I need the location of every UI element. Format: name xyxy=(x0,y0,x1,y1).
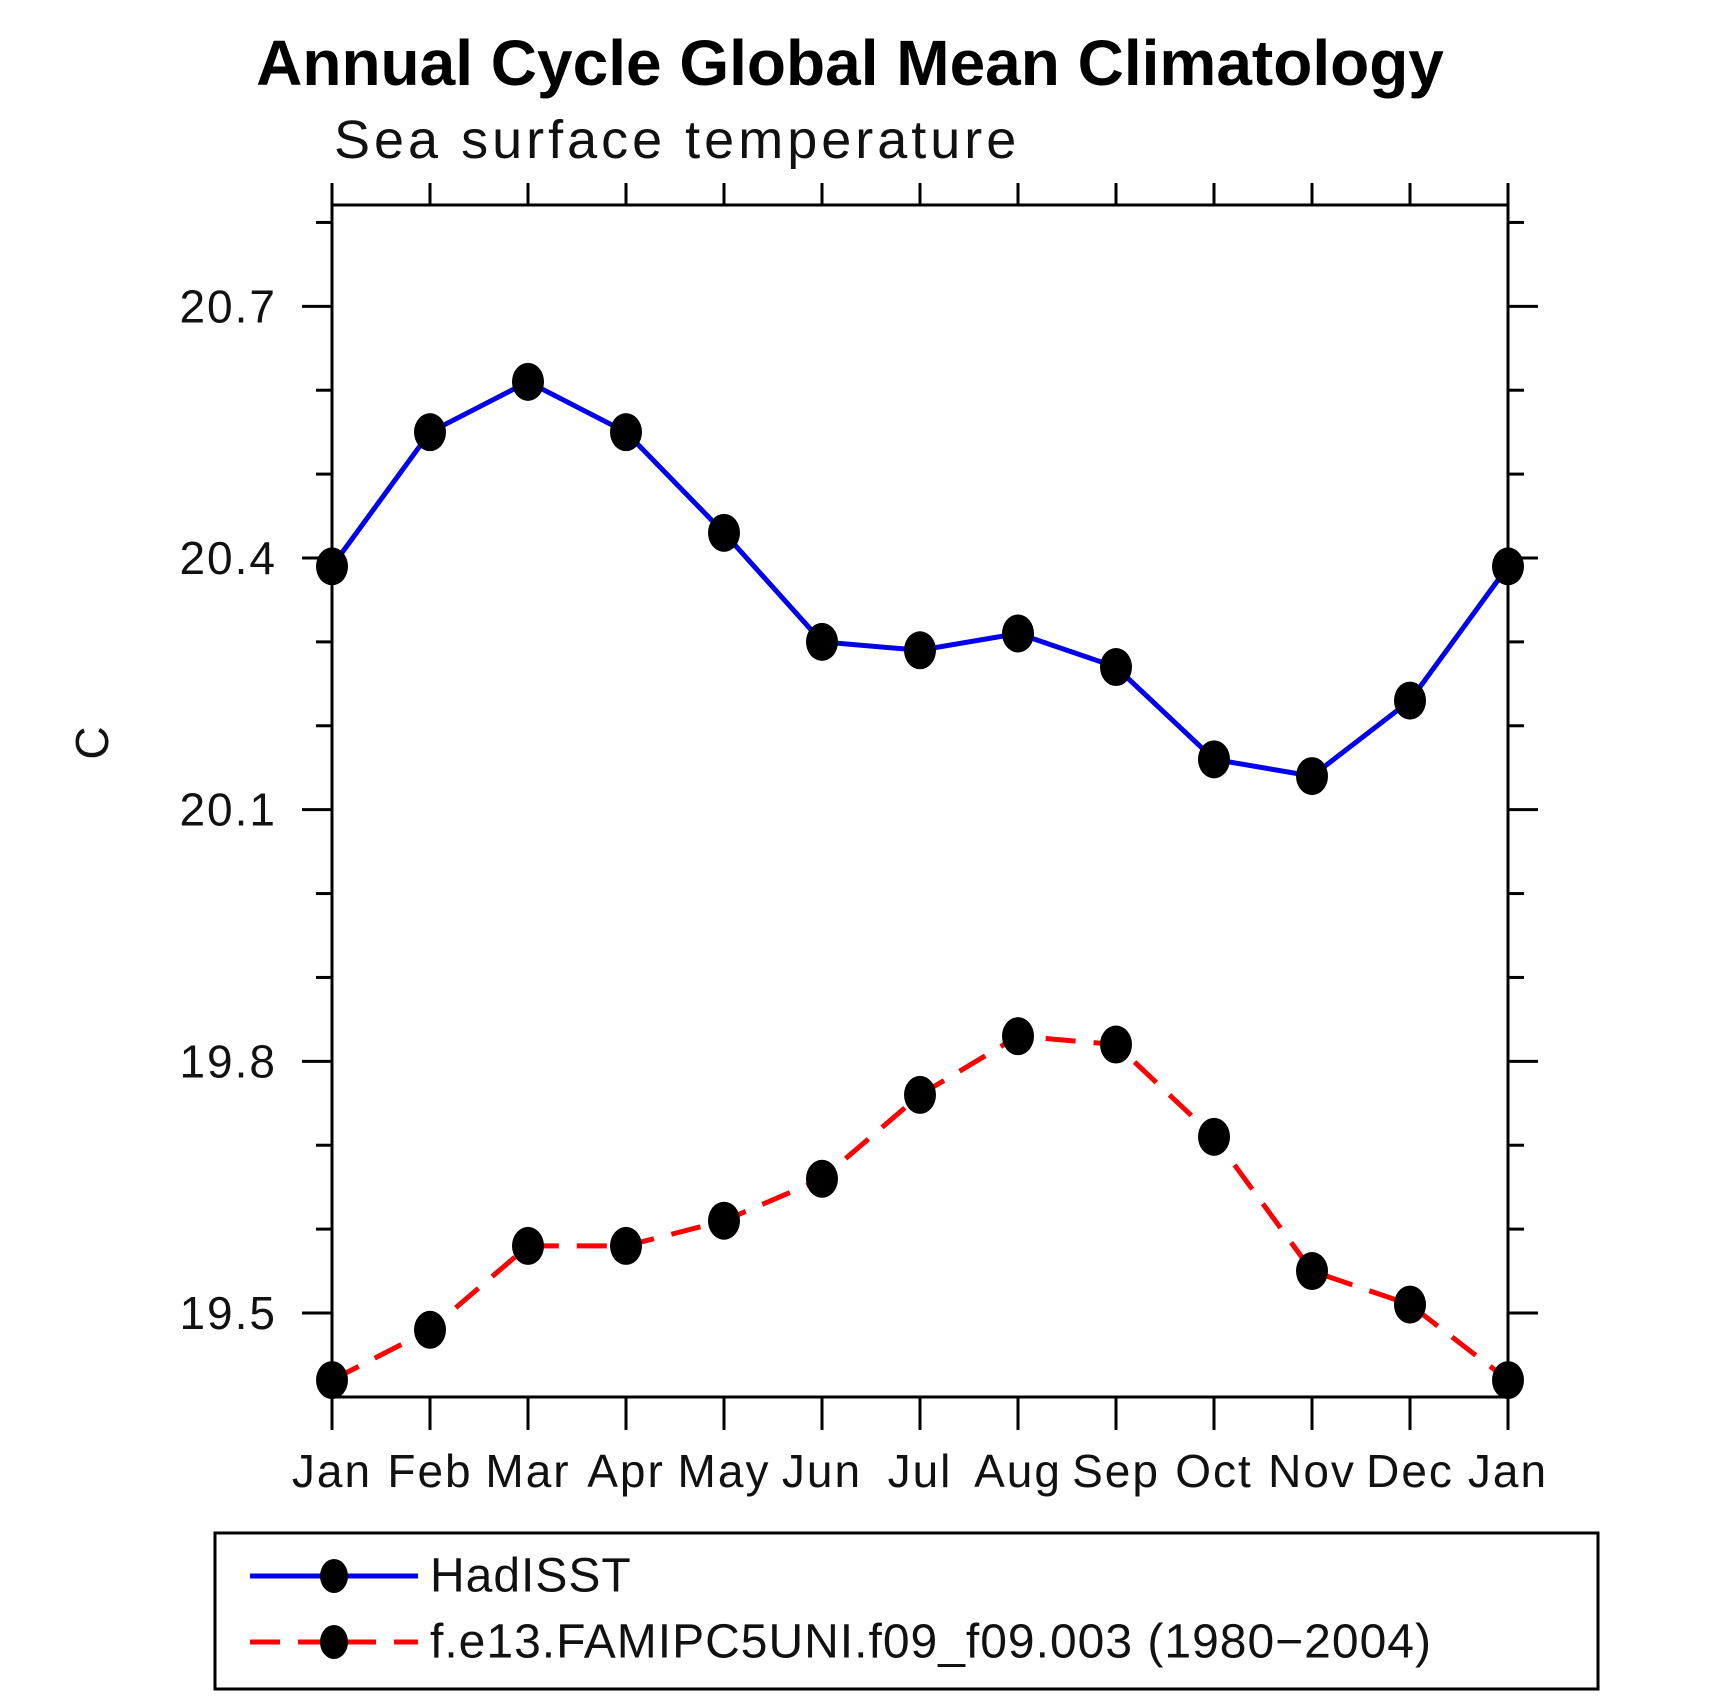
data-point-marker xyxy=(806,1159,838,1198)
y-ticks xyxy=(302,220,1538,1315)
x-tick-label: Oct xyxy=(1175,1445,1253,1497)
x-tick-label: Dec xyxy=(1366,1445,1454,1497)
legend-marker-dot xyxy=(320,1625,348,1659)
x-tick-label: Sep xyxy=(1072,1445,1160,1497)
data-point-marker xyxy=(316,1361,348,1400)
data-point-marker xyxy=(414,1310,446,1349)
legend-model-label: f.e13.FAMIPC5UNI.f09_f09.003 (1980−2004) xyxy=(430,1616,1432,1669)
x-tick-label: Jun xyxy=(782,1445,862,1497)
data-point-marker xyxy=(1198,740,1230,779)
data-point-marker xyxy=(1394,681,1426,720)
data-point-marker xyxy=(1002,614,1034,653)
data-point-marker xyxy=(806,622,838,661)
x-tick-label: Jul xyxy=(888,1445,953,1497)
x-tick-label: Jan xyxy=(292,1445,372,1497)
legend-hadisst-label: HadISST xyxy=(430,1550,632,1603)
legend-marker-dot xyxy=(320,1559,348,1593)
y-tick-label: 19.5 xyxy=(179,1287,277,1339)
data-point-marker xyxy=(610,413,642,452)
x-tick-label: Nov xyxy=(1268,1445,1356,1497)
legend-box xyxy=(213,1531,1600,1691)
chart-subtitle: Sea surface temperature xyxy=(334,110,1020,170)
data-point-marker xyxy=(904,1075,936,1114)
y-tick-label: 20.7 xyxy=(179,280,277,332)
plot-frame xyxy=(330,203,1510,1399)
x-ticks xyxy=(330,183,1510,1430)
x-tick-label: Apr xyxy=(587,1445,665,1497)
legend: HadISST f.e13.FAMIPC5UNI.f09_f09.003 (198… xyxy=(213,1531,1600,1691)
data-point-marker xyxy=(708,1201,740,1240)
data-point-marker xyxy=(1492,547,1524,586)
chart-title: Annual Cycle Global Mean Climatology xyxy=(256,27,1444,99)
hadisst-series-line xyxy=(329,379,1511,779)
data-point-marker xyxy=(512,1226,544,1265)
y-tick-label: 20.4 xyxy=(179,532,277,584)
data-point-marker xyxy=(1100,648,1132,687)
data-point-marker xyxy=(1296,1252,1328,1291)
data-point-marker xyxy=(512,362,544,401)
x-tick-label: Jan xyxy=(1468,1445,1548,1497)
data-point-marker xyxy=(1002,1017,1034,1056)
x-tick-label: Mar xyxy=(485,1445,570,1497)
x-tick-label: Aug xyxy=(974,1445,1062,1497)
data-point-marker xyxy=(708,513,740,552)
data-point-marker xyxy=(610,1226,642,1265)
data-point-marker xyxy=(414,413,446,452)
data-point-marker xyxy=(316,547,348,586)
y-tick-label: 20.1 xyxy=(179,784,277,836)
data-point-marker xyxy=(1394,1285,1426,1324)
y-tick-label: 19.8 xyxy=(179,1035,277,1087)
data-point-marker xyxy=(904,631,936,670)
x-tick-label: Feb xyxy=(387,1445,472,1497)
y-axis-label: C xyxy=(66,724,118,759)
data-point-marker xyxy=(1492,1361,1524,1400)
data-point-marker xyxy=(1100,1025,1132,1064)
data-point-marker xyxy=(1296,757,1328,796)
x-tick-label: May xyxy=(678,1445,771,1497)
data-point-marker xyxy=(1198,1117,1230,1156)
